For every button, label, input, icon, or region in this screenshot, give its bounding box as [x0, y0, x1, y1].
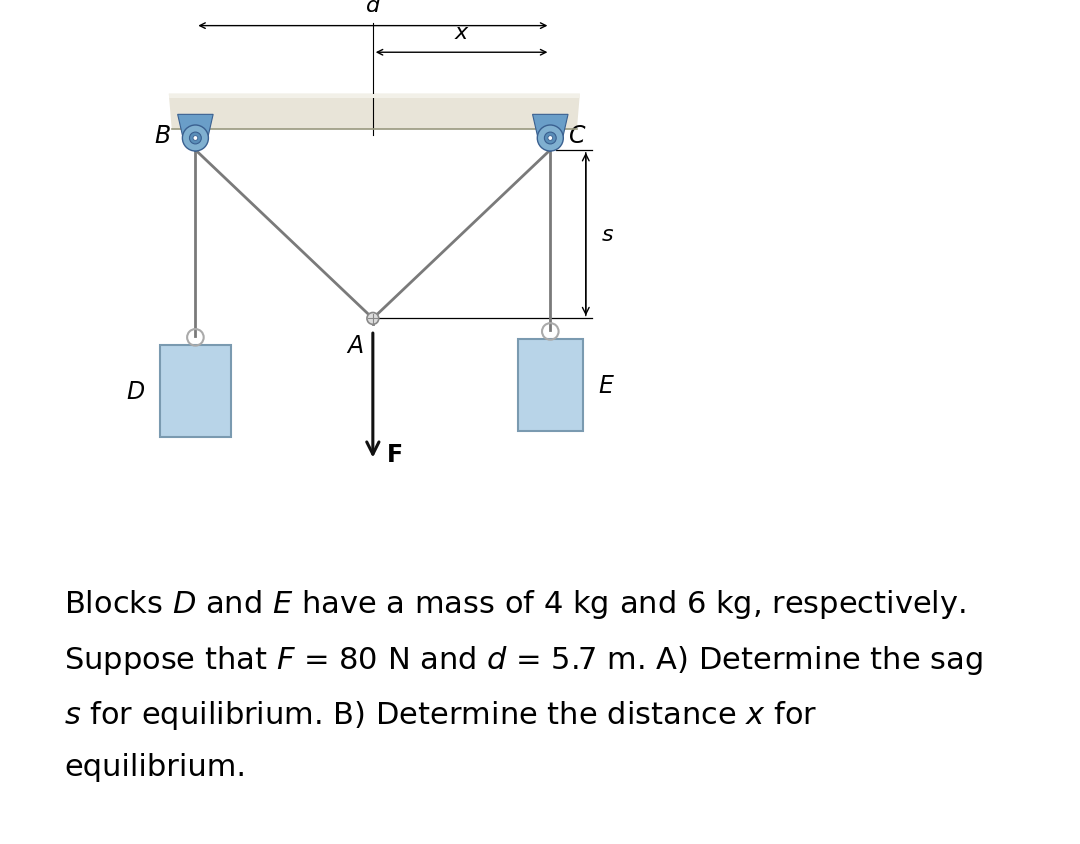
FancyBboxPatch shape	[160, 346, 231, 437]
Polygon shape	[168, 95, 580, 100]
Text: $B$: $B$	[154, 124, 172, 148]
Polygon shape	[177, 115, 213, 136]
Text: $s$: $s$	[600, 225, 613, 245]
Text: $x$: $x$	[454, 23, 470, 42]
Polygon shape	[537, 136, 564, 153]
Circle shape	[193, 137, 198, 141]
Text: $D$: $D$	[126, 380, 145, 403]
Polygon shape	[168, 95, 580, 130]
Circle shape	[367, 313, 379, 325]
Circle shape	[544, 133, 556, 144]
Circle shape	[189, 133, 201, 144]
Polygon shape	[532, 115, 568, 136]
Text: $d$: $d$	[365, 0, 381, 16]
Circle shape	[183, 126, 208, 152]
Text: $\mathbf{F}$: $\mathbf{F}$	[386, 443, 402, 467]
Text: $C$: $C$	[568, 124, 586, 148]
Circle shape	[548, 137, 553, 141]
Text: Blocks $D$ and $E$ have a mass of 4 kg and 6 kg, respectively.
Suppose that $F$ : Blocks $D$ and $E$ have a mass of 4 kg a…	[64, 587, 983, 781]
Circle shape	[537, 126, 564, 152]
Polygon shape	[183, 136, 208, 153]
Text: $E$: $E$	[597, 374, 615, 398]
Text: $A$: $A$	[347, 333, 364, 358]
FancyBboxPatch shape	[517, 339, 583, 431]
